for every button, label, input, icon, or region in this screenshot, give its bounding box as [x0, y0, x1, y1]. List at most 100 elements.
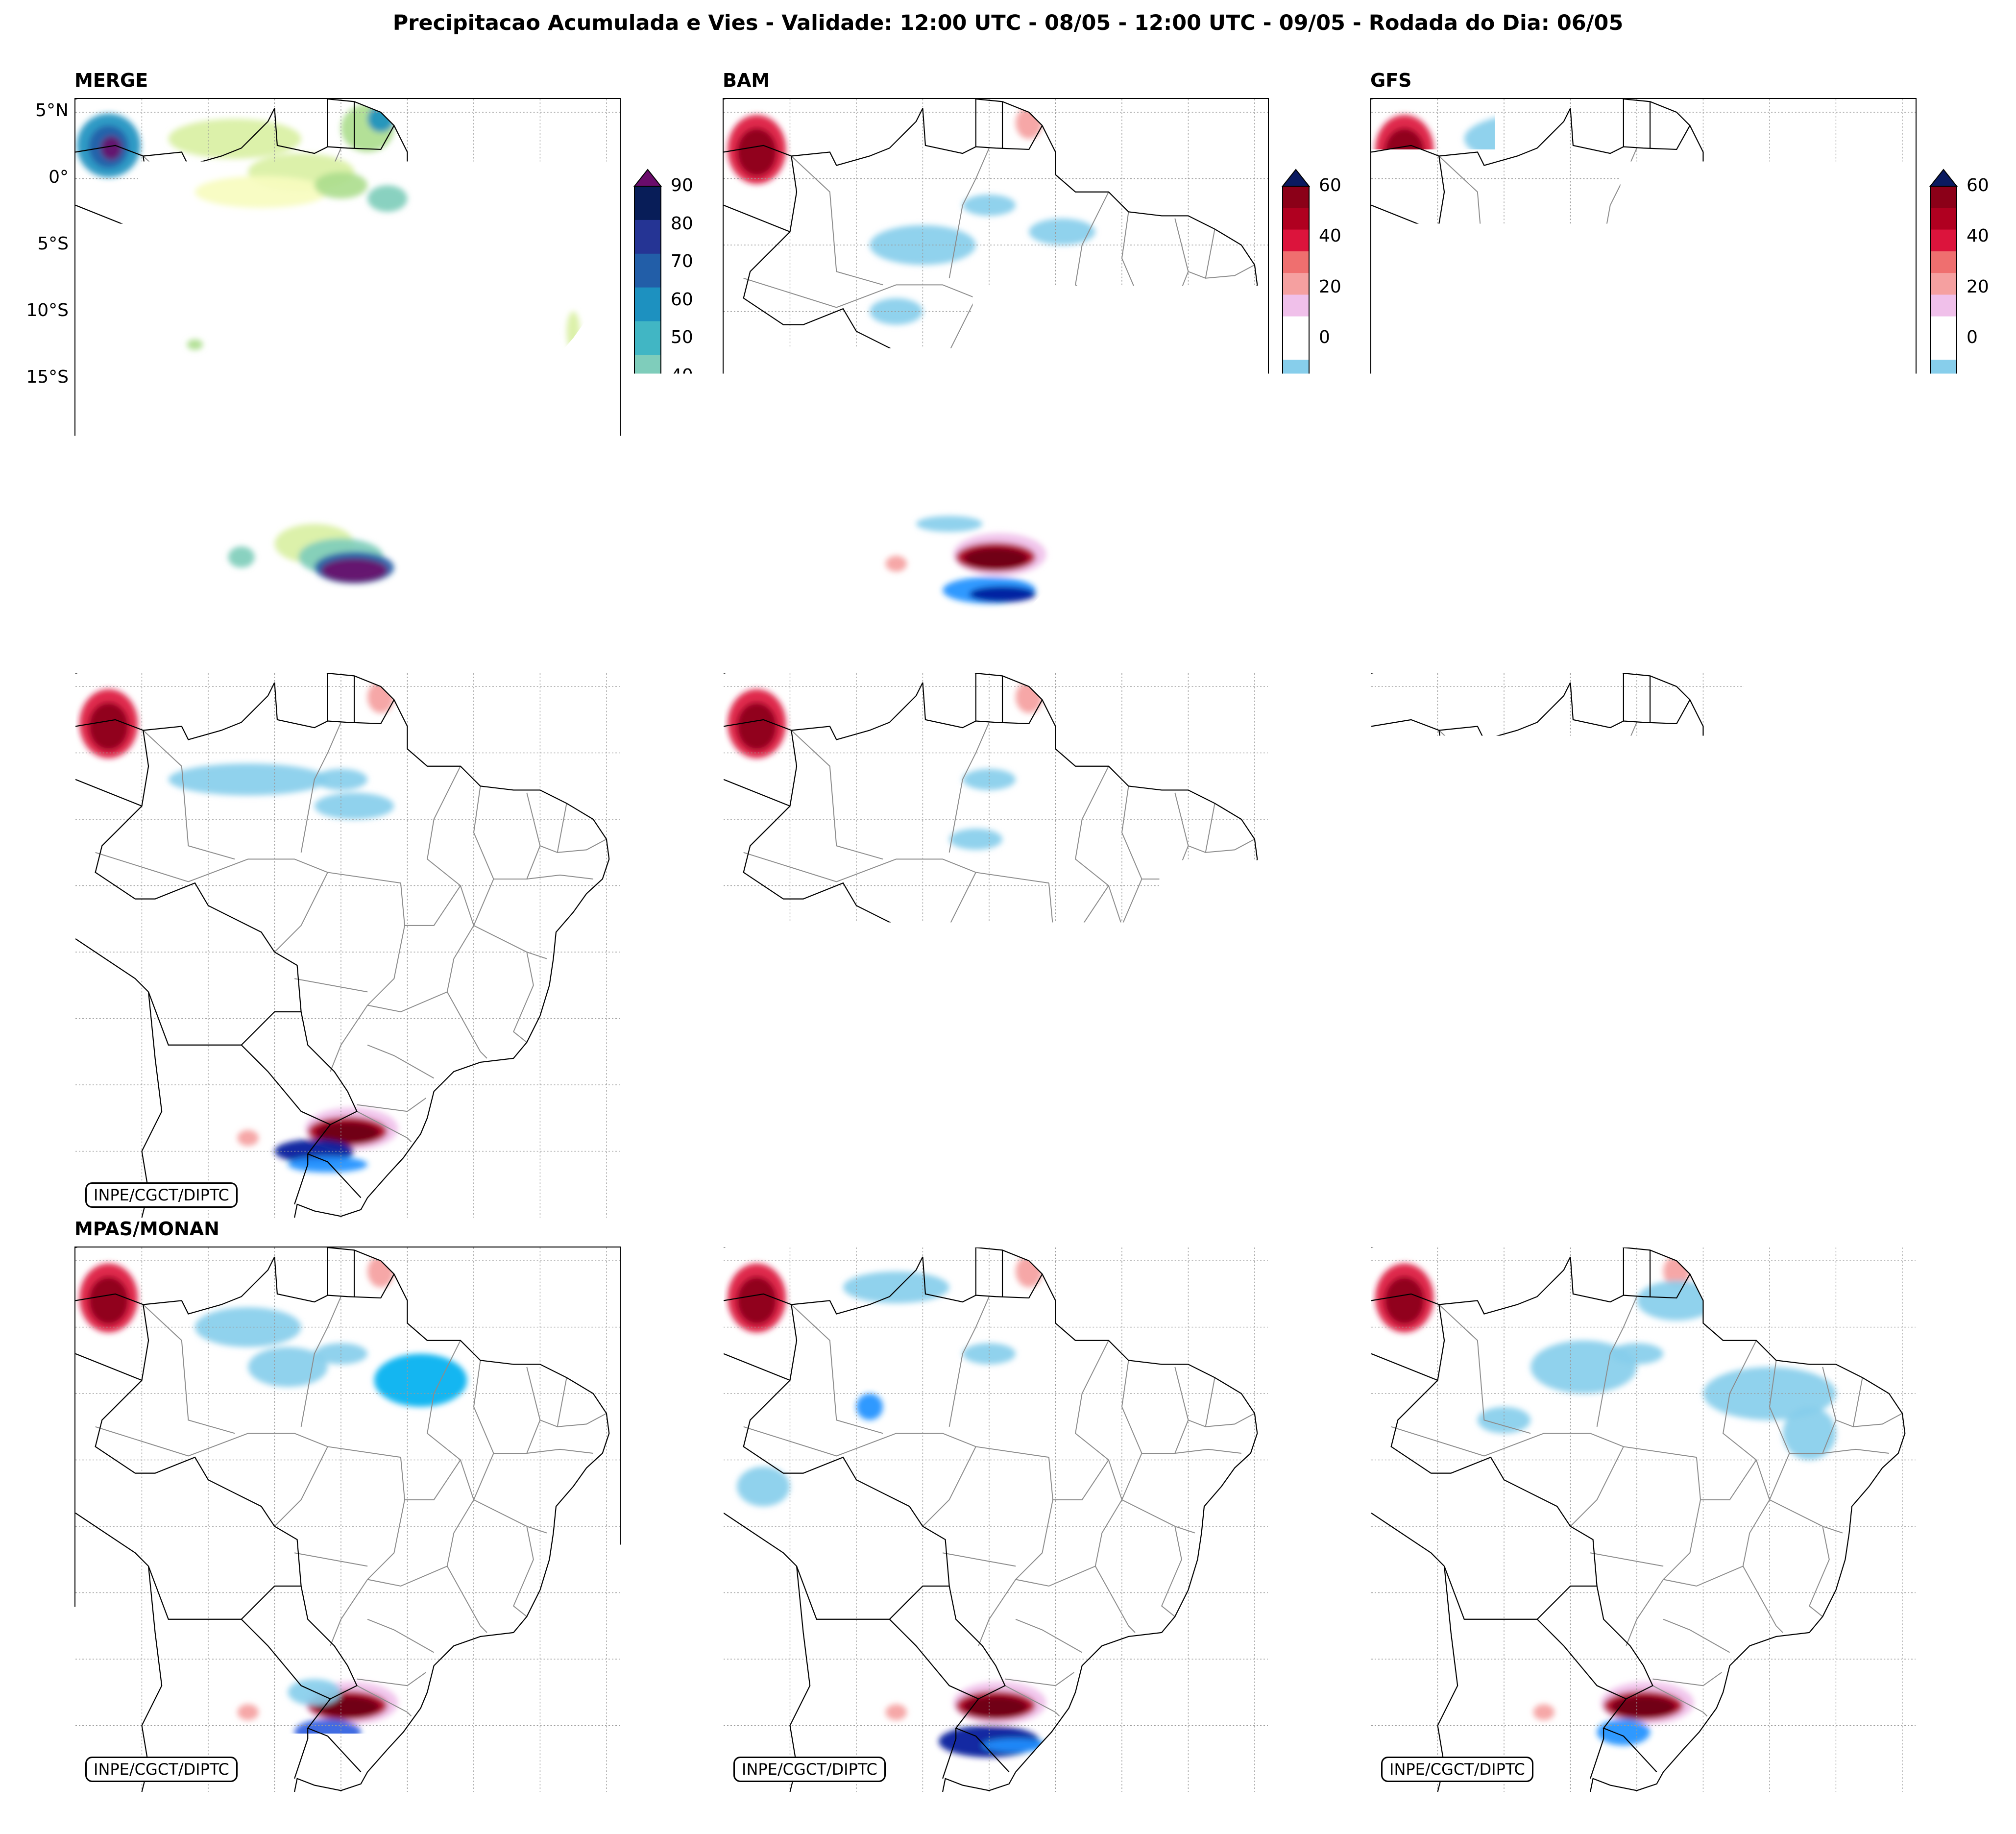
colorbar-segment-6 — [1283, 317, 1309, 339]
colorbar-segment-13 — [634, 1617, 661, 1639]
colorbar-tick-label: 40 — [1967, 226, 1989, 246]
precip-blob-11 — [1637, 1281, 1717, 1320]
colorbar-segment-1 — [1930, 782, 1957, 804]
colorbar-segment-2 — [634, 804, 661, 826]
colorbar-tick-label: 60 — [1319, 750, 1341, 770]
colorbar-extend-max — [634, 1318, 661, 1335]
precip-blob-10 — [949, 829, 1002, 850]
map-merge — [74, 98, 621, 644]
colorbar-segment-12 — [1283, 1595, 1309, 1617]
colorbar-segment-6 — [1930, 317, 1957, 339]
lat-tick-label: 30°S — [5, 567, 69, 587]
precip-field — [728, 1255, 1049, 1757]
precip-field — [728, 681, 1238, 1184]
colorbar-segment-7 — [1283, 338, 1309, 360]
lon-tick-label: 45°W — [1736, 1800, 1804, 1820]
lat-tick-label: 10°S — [5, 300, 69, 320]
colorbar-segment-1 — [1283, 782, 1309, 804]
colorbar-segment-1 — [1930, 208, 1957, 230]
colorbar-segment-11 — [1930, 425, 1957, 447]
panel-title: BAM — [723, 70, 770, 91]
credit-label: INPE/CGCT/DIPTC — [1381, 608, 1533, 634]
precip-blob-14 — [228, 546, 255, 567]
precip-blob-1 — [1384, 703, 1424, 751]
lon-tick-label: 60°W — [888, 1800, 957, 1820]
colorbar-segment-8 — [1283, 1508, 1309, 1530]
colorbar-tick-label: 50 — [671, 327, 693, 347]
colorbar-segment-8 — [1930, 1508, 1957, 1530]
precip-blob-10 — [1530, 1341, 1637, 1394]
colorbar-extend-min — [634, 1064, 661, 1081]
precip-blob-11 — [248, 1347, 328, 1387]
precip-field — [79, 681, 398, 1173]
colorbar-segment-4 — [1283, 1421, 1309, 1443]
precip-blob-9 — [367, 185, 407, 212]
colorbar-tick-label: 40 — [671, 1374, 693, 1394]
colorbar-segment-7 — [1930, 912, 1957, 934]
colorbar-segment-9 — [1283, 956, 1309, 978]
precip-blob-8 — [1597, 1719, 1650, 1745]
colorbar-segment-2 — [1283, 804, 1309, 826]
colorbar-extend-max — [634, 744, 661, 760]
precip-blob-7 — [1533, 556, 1555, 572]
colorbar-extend-max — [1283, 744, 1309, 760]
colorbar-segment-11 — [1283, 1573, 1309, 1595]
lon-tick-label: 65°W — [173, 1800, 242, 1820]
colorbar-segment-6 — [1283, 1465, 1309, 1487]
colorbar-segment-5 — [1283, 1443, 1309, 1465]
colorbar-segment-5 — [1930, 869, 1957, 891]
panel-gfs: GFS INPE/CGCT/DIPTC 60 40 20 0 −20 −40 −60 — [1370, 98, 1917, 644]
precip-blob-7 — [238, 1130, 259, 1146]
colorbar-tick-label: 20 — [1967, 851, 1989, 871]
colorbar-segment-9 — [1283, 382, 1309, 404]
colorbar-segment-10 — [1283, 1552, 1309, 1574]
colorbar-segment-6 — [634, 389, 661, 422]
panel-merge: MERGE INPE/CGCT/DIPTC 5°N 0° 5°S 10°S 15°S 20°S… — [74, 98, 621, 644]
credit-label: INPE/CGCT/DIPTC — [85, 608, 238, 634]
colorbar-segment-10 — [634, 1552, 661, 1574]
colorbar-extend-min — [634, 490, 661, 507]
colorbar-tick-label: −40 — [1967, 1577, 2004, 1597]
colorbar-tick-label: 40 — [671, 366, 693, 386]
precip-blob-1 — [737, 703, 777, 751]
map-mpas — [74, 1247, 621, 1793]
bias-colorbar: 60 40 20 0 −20 −40 −60 — [634, 760, 661, 1064]
bias-colorbar: 60 40 20 0 −20 −40 −60 — [634, 1335, 661, 1638]
precip-blob-2 — [100, 136, 121, 160]
precip-blob-1 — [89, 703, 128, 751]
colorbar-tick-label: −20 — [671, 1526, 708, 1546]
colorbar-segment-13 — [1283, 1617, 1309, 1639]
panel-title: GFS — [1370, 70, 1412, 91]
precip-blob-12 — [856, 1394, 883, 1420]
colorbar-tick-label: 20 — [1319, 851, 1341, 871]
colorbar-segment-0 — [1283, 1335, 1309, 1357]
colorbar-tick-label: −60 — [1967, 1628, 2004, 1648]
colorbar-segment-1 — [634, 782, 661, 804]
precip-blob-9 — [1504, 686, 1610, 726]
precip-blob-10 — [169, 763, 328, 795]
bias-colorbar: 60 40 20 0 −20 −40 −60 — [1283, 1335, 1309, 1638]
colorbar-tick-label: −40 — [1319, 1577, 1356, 1597]
colorbar-segment-0 — [1930, 1335, 1957, 1357]
colorbar-segment-6 — [1930, 1465, 1957, 1487]
colorbar-tick-label: 60 — [1967, 750, 1989, 770]
bias-colorbar: 60 40 20 0 −20 −40 −60 — [1283, 186, 1309, 490]
precip-blob-9 — [294, 1719, 361, 1745]
colorbar-segment-9 — [1283, 1530, 1309, 1552]
lat-tick-label: 5°S — [5, 234, 69, 254]
lon-tick-label: 55°W — [1603, 1800, 1671, 1820]
precip-blob-7 — [195, 176, 328, 208]
precip-blob-9 — [1610, 581, 1690, 613]
precip-blob-10 — [916, 516, 982, 532]
colorbar-tick-label: 0 — [1967, 902, 1978, 922]
colorbar-tick-label: 40 — [1319, 800, 1341, 820]
lon-tick-label: 60°W — [1536, 1800, 1604, 1820]
map-brams — [1370, 672, 1917, 1219]
colorbar-segment-7 — [1283, 1487, 1309, 1509]
precip-blob-9 — [963, 1154, 1043, 1183]
colorbar-segment-7 — [1930, 338, 1957, 360]
colorbar-segment-1 — [1283, 1356, 1309, 1378]
lon-tick-label: 65°W — [822, 1800, 890, 1820]
colorbar-segment-0 — [1930, 760, 1957, 783]
map-eta — [723, 672, 1269, 1219]
